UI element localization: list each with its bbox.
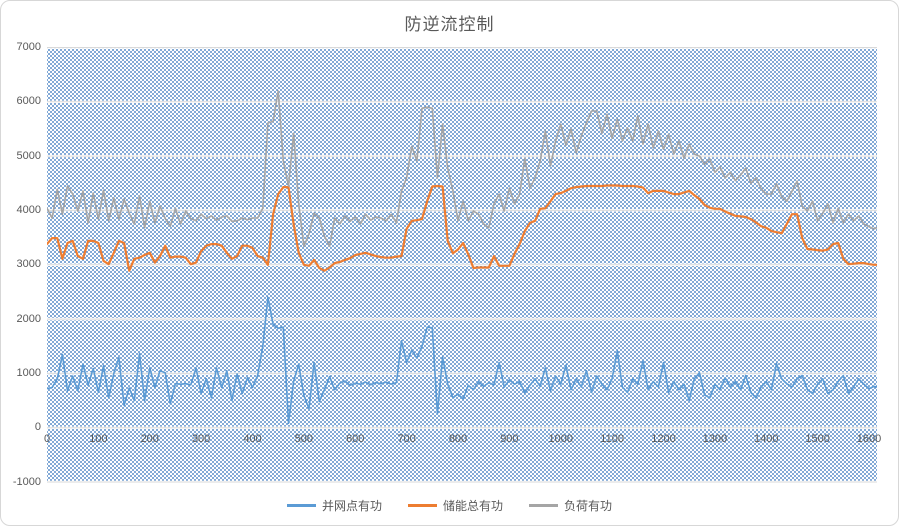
legend-item-load-active-power[interactable]: 负荷有功 (529, 497, 612, 514)
series-line-load-active-power (47, 90, 877, 248)
y-tick-label-6000: 6000 (16, 95, 41, 108)
chart-legend: 并网点有功 储能总有功 负荷有功 (1, 497, 898, 514)
legend-label: 储能总有功 (442, 499, 503, 513)
x-tick-label-100: 100 (89, 433, 108, 445)
series-line-storage-total-active-power (47, 184, 877, 272)
legend-label: 负荷有功 (564, 499, 613, 513)
x-tick-label-900: 900 (500, 433, 519, 445)
x-tick-label-300: 300 (191, 433, 211, 445)
x-tick-label-1000: 1000 (548, 433, 573, 445)
x-tick-label-1300: 1300 (702, 433, 728, 445)
series-line-pcc-active-power (47, 296, 877, 425)
x-tick-label-200: 200 (140, 433, 159, 445)
legend-item-storage-total-active-power[interactable]: 储能总有功 (407, 497, 503, 514)
legend-item-pcc-active-power[interactable]: 并网点有功 (286, 497, 382, 514)
x-tick-label-1600: 1600 (856, 433, 882, 445)
x-tick-label-600: 600 (346, 433, 365, 445)
x-tick-label-0: 0 (43, 433, 51, 445)
legend-label: 并网点有功 (321, 499, 382, 513)
x-tick-label-1400: 1400 (754, 433, 779, 445)
y-tick-label-4000: 4000 (16, 203, 41, 216)
x-tick-label-700: 700 (397, 433, 416, 445)
x-tick-label-1100: 1100 (600, 433, 624, 445)
legend-line-sample-orange (407, 504, 437, 507)
x-tick-label-500: 500 (294, 433, 314, 445)
x-tick-label-400: 400 (243, 433, 262, 445)
y-tick-label-2000: 2000 (16, 312, 41, 325)
x-tick-label-800: 800 (448, 433, 468, 445)
y-tick-label-0: 0 (34, 421, 41, 434)
y-tick-label-5000: 5000 (16, 149, 41, 162)
x-tick-label-1500: 1500 (805, 433, 830, 445)
legend-line-sample-blue (286, 504, 316, 507)
y-tick-label-1000: 1000 (16, 366, 41, 379)
y-tick-label-7000: 7000 (16, 41, 41, 53)
legend-line-sample-gray (529, 504, 558, 507)
y-tick-label-3000: 3000 (16, 258, 41, 271)
x-tick-label-1200: 1200 (651, 433, 676, 445)
chart-title: 防逆流控制 (404, 15, 495, 34)
y-tick-label--1000: -1000 (12, 475, 41, 488)
